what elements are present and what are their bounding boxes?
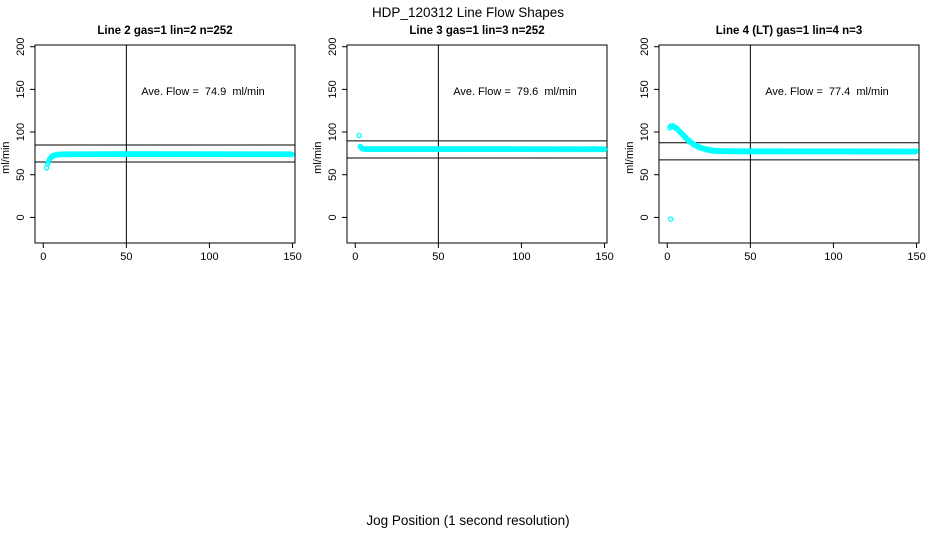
y-axis-label: ml/min [0, 141, 12, 173]
y-tick-label: 0 [327, 214, 339, 220]
x-tick-label: 150 [283, 251, 301, 263]
x-tick-label: 150 [907, 251, 925, 263]
ave-flow-annotation: Ave. Flow = 74.9 ml/min [141, 86, 265, 98]
x-tick-label: 50 [744, 251, 756, 263]
y-tick-label: 150 [15, 80, 27, 98]
x-tick-label: 0 [352, 251, 358, 263]
figure-x-axis-label: Jog Position (1 second resolution) [366, 513, 570, 528]
panels-row: Line 2 gas=1 lin=2 n=252 0 50 100 150 0 50 100… [0, 25, 936, 271]
y-tick-label: 200 [15, 38, 27, 56]
y-tick-label: 50 [327, 169, 339, 181]
panel-line-4: Line 4 (LT) gas=1 lin=4 n=3 0 50 100 150 0 50… [624, 25, 936, 271]
data-point [601, 146, 608, 153]
outlier-point [667, 216, 674, 222]
y-tick-label: 100 [327, 123, 339, 141]
y-tick-label: 0 [15, 214, 27, 220]
y-axis-label: ml/min [624, 141, 636, 173]
panel-line-3-title: Line 3 gas=1 lin=3 n=252 [409, 25, 545, 37]
panel-line-2-title: Line 2 gas=1 lin=2 n=252 [97, 25, 233, 37]
y-tick-label: 150 [639, 80, 651, 98]
y-tick-label: 50 [639, 169, 651, 181]
x-tick-label: 0 [40, 251, 46, 263]
plot-box [34, 44, 296, 244]
y-axis-label: ml/min [312, 141, 324, 173]
x-tick-label: 100 [824, 251, 842, 263]
y-tick-label: 0 [639, 214, 651, 220]
outlier-point [356, 132, 363, 139]
ave-flow-annotation: Ave. Flow = 77.4 ml/min [765, 86, 889, 98]
plot-line-3: 0 50 100 150 0 50 100 150 200 ml/min Ave. Flow = 7… [312, 38, 614, 263]
panel-line-4-title: Line 4 (LT) gas=1 lin=4 n=3 [715, 25, 863, 37]
plot-line-4: 0 50 100 150 0 50 100 150 200 ml/min Ave. Flow = 7… [624, 38, 926, 263]
data-point [289, 151, 295, 158]
x-tick-label: 0 [664, 251, 670, 263]
panel-line-2: Line 2 gas=1 lin=2 n=252 0 50 100 150 0 50 100… [0, 25, 312, 271]
x-tick-label: 100 [200, 251, 218, 263]
figure-title: HDP_120312 Line Flow Shapes [371, 5, 565, 20]
y-tick-label: 100 [639, 123, 651, 141]
y-tick-label: 200 [327, 38, 339, 56]
x-tick-label: 100 [512, 251, 530, 263]
panel-line-3: Line 3 gas=1 lin=3 n=252 0 50 100 150 0 50 100… [312, 25, 624, 271]
x-tick-label: 50 [120, 251, 132, 263]
data-point [913, 148, 919, 154]
y-tick-label: 50 [15, 169, 27, 181]
x-tick-label: 150 [595, 251, 613, 263]
plot-box [658, 44, 920, 244]
ave-flow-annotation: Ave. Flow = 79.6 ml/min [453, 86, 577, 98]
y-tick-label: 200 [639, 38, 651, 56]
plot-box [346, 44, 608, 244]
x-tick-label: 50 [432, 251, 444, 263]
plot-line-2: 0 50 100 150 0 50 100 150 200 ml/min Ave. Flow = 7… [0, 38, 302, 263]
y-tick-label: 150 [327, 80, 339, 98]
y-tick-label: 100 [15, 123, 27, 141]
